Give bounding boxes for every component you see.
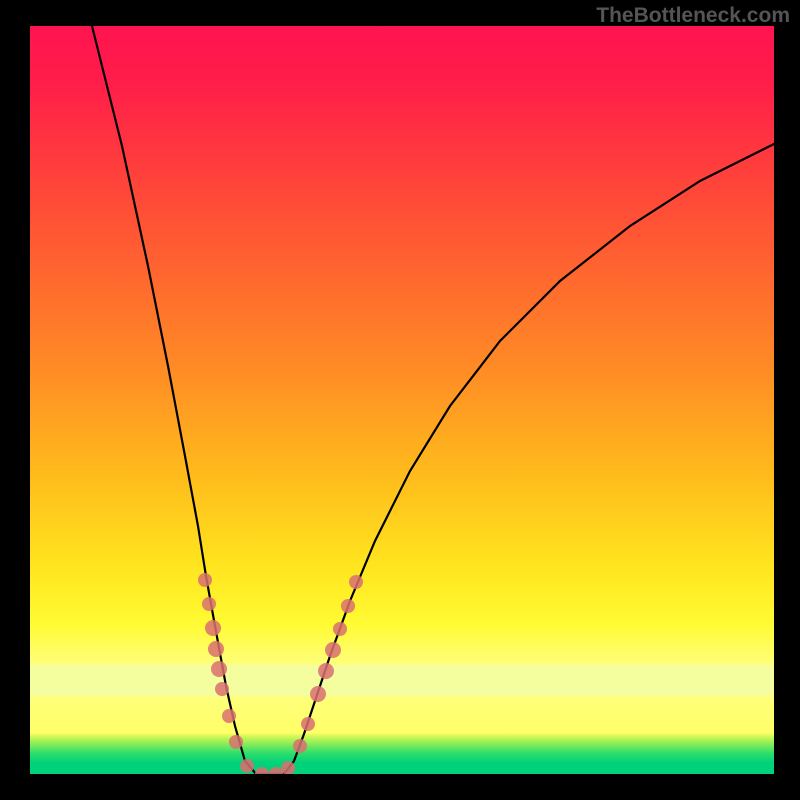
data-marker — [341, 599, 355, 613]
data-marker — [240, 759, 254, 773]
data-marker — [215, 682, 229, 696]
data-marker — [293, 739, 307, 753]
data-marker — [325, 642, 341, 658]
data-marker — [211, 661, 227, 677]
data-marker — [318, 663, 334, 679]
data-marker — [255, 767, 269, 774]
data-marker — [301, 717, 315, 731]
data-marker — [269, 767, 283, 774]
plot-area — [30, 26, 774, 774]
data-marker — [208, 641, 224, 657]
data-marker — [229, 735, 243, 749]
data-marker — [205, 620, 221, 636]
watermark-text: TheBottleneck.com — [596, 4, 790, 28]
curve-right-branch — [284, 144, 774, 774]
curve-left-branch — [92, 26, 256, 774]
data-marker — [310, 686, 326, 702]
data-marker — [198, 573, 212, 587]
curve-layer — [30, 26, 774, 774]
data-marker — [202, 597, 216, 611]
data-marker — [222, 709, 236, 723]
chart-outer: TheBottleneck.com — [0, 0, 800, 800]
data-marker — [349, 575, 363, 589]
data-marker — [333, 622, 347, 636]
